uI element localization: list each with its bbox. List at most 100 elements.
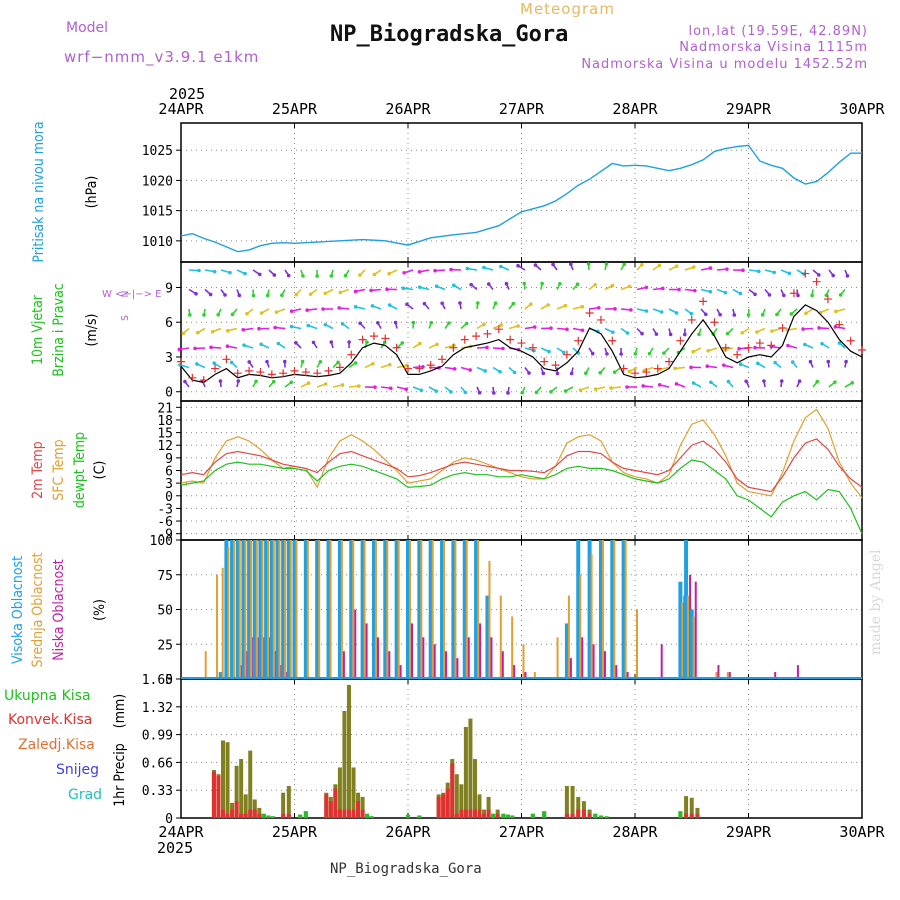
high-cloud-bar bbox=[610, 540, 615, 679]
convective-precip-bar bbox=[684, 813, 689, 818]
light-precip-bar bbox=[678, 811, 683, 818]
wind-vector-head bbox=[561, 350, 566, 355]
wind-vector-head bbox=[605, 352, 609, 356]
wind-vector-head bbox=[738, 291, 743, 296]
wind-vector-head bbox=[691, 265, 696, 269]
low-cloud-bar bbox=[388, 651, 391, 679]
wind-vector-head bbox=[833, 325, 838, 329]
wind-vector-head bbox=[551, 262, 555, 267]
y-tick-label: 0.33 bbox=[142, 784, 173, 799]
wind-vector-head bbox=[641, 384, 645, 388]
y-tick-label: 3 bbox=[165, 477, 173, 492]
wind-vector-head bbox=[590, 351, 595, 356]
low-cloud-bar bbox=[626, 672, 629, 679]
gust-marker bbox=[472, 332, 481, 341]
wind-vector-head bbox=[512, 370, 517, 375]
light-precip-bar bbox=[604, 816, 609, 818]
wind-key-south: S bbox=[120, 315, 131, 321]
wind-vector-head bbox=[657, 383, 662, 387]
mid-cloud-bar bbox=[499, 595, 502, 679]
wind-vector-head bbox=[644, 309, 649, 313]
wind-vector-head bbox=[625, 385, 629, 389]
y-tick-label: 0 bbox=[165, 386, 173, 401]
wind-vector-head bbox=[659, 310, 664, 314]
y-tick-label: -6 bbox=[157, 515, 173, 530]
wind-vector-head bbox=[387, 271, 391, 276]
mid-cloud-bar bbox=[477, 540, 480, 679]
convective-precip-bar bbox=[230, 809, 235, 818]
light-precip-bar bbox=[365, 813, 370, 818]
gust-marker bbox=[585, 308, 594, 317]
top-date-label: 25APR bbox=[272, 100, 318, 118]
wind-vector-head bbox=[371, 361, 375, 366]
gust-marker bbox=[211, 364, 220, 373]
station-altitude: Nadmorska Visina 1115m bbox=[679, 40, 868, 55]
wind-vector-head bbox=[820, 341, 824, 346]
wind-vector-head bbox=[272, 273, 277, 277]
wind-vector-head bbox=[498, 369, 502, 374]
wind-vector-head bbox=[826, 359, 831, 364]
high-cloud-bar bbox=[275, 540, 280, 679]
wind-units: (m/s) bbox=[84, 314, 100, 347]
gust-marker bbox=[449, 343, 458, 352]
wind-vector-head bbox=[417, 285, 422, 289]
convective-precip-bar bbox=[463, 809, 468, 818]
high-cloud-bar bbox=[621, 540, 626, 679]
y-tick-label: 1025 bbox=[142, 144, 173, 159]
wind-vector-head bbox=[516, 263, 520, 268]
wind-vector-head bbox=[580, 304, 585, 309]
wind-vector-head bbox=[789, 312, 794, 316]
gust-marker bbox=[335, 363, 344, 372]
wind-vector-head bbox=[435, 342, 439, 347]
light-precip-bar bbox=[491, 813, 496, 818]
wind-vector-head bbox=[265, 293, 270, 298]
wind-vector-head bbox=[208, 292, 213, 297]
wind-vector-head bbox=[323, 291, 328, 296]
light-precip-bar bbox=[530, 813, 535, 818]
location-coordinates: lon,lat (19.59E, 42.89N) bbox=[688, 24, 868, 39]
wind-vector-head bbox=[452, 367, 457, 371]
wind-vector-head bbox=[845, 274, 850, 278]
model-label: Model bbox=[66, 20, 109, 36]
wind-vector-head bbox=[568, 262, 573, 266]
wind-vector-head bbox=[546, 303, 551, 307]
light-precip-bar bbox=[369, 816, 374, 818]
convective-precip-bar bbox=[252, 809, 257, 818]
bottom-date-label: 27APR bbox=[499, 823, 545, 841]
wind-vector-head bbox=[693, 288, 697, 293]
gust-marker bbox=[596, 315, 605, 324]
wind-vector-head bbox=[808, 359, 813, 364]
y-tick-label: 1015 bbox=[142, 205, 173, 220]
wind-vector-head bbox=[236, 379, 241, 383]
low-cloud-bar bbox=[490, 637, 493, 679]
dewpoint-axis-title: dewpt Temp bbox=[72, 432, 88, 508]
total-precip-bar bbox=[342, 711, 347, 818]
bottom-date-label: 24APR bbox=[158, 823, 204, 841]
wind-vector-head bbox=[511, 301, 516, 306]
gust-marker bbox=[415, 364, 424, 373]
wind-vector-head bbox=[816, 273, 821, 277]
convective-precip-bar bbox=[587, 813, 592, 818]
total-precip-bar bbox=[459, 784, 464, 818]
y-tick-label: -9 bbox=[157, 528, 173, 543]
convective-precip-bar bbox=[257, 813, 262, 818]
wind-vector-head bbox=[336, 360, 340, 365]
convective-precip-bar bbox=[328, 801, 333, 818]
low-cloud-bar bbox=[411, 623, 413, 679]
wind-vector-head bbox=[228, 270, 232, 275]
convective-precip-bar bbox=[495, 813, 500, 818]
mid-cloud-bar bbox=[289, 540, 292, 679]
wind-vector-head bbox=[202, 313, 206, 317]
wind-vector-head bbox=[306, 381, 311, 385]
gust-marker bbox=[710, 318, 719, 327]
total-precip-bar bbox=[248, 750, 253, 818]
wind-vector-head bbox=[265, 359, 269, 364]
wind-vector-head bbox=[691, 381, 696, 385]
low-cloud-bar bbox=[342, 651, 345, 679]
gust-marker bbox=[699, 297, 708, 306]
y-tick-label: 0 bbox=[165, 812, 173, 827]
gust-marker bbox=[301, 368, 310, 377]
low-cloud-bar bbox=[524, 672, 527, 679]
wind-vector-head bbox=[482, 322, 486, 327]
